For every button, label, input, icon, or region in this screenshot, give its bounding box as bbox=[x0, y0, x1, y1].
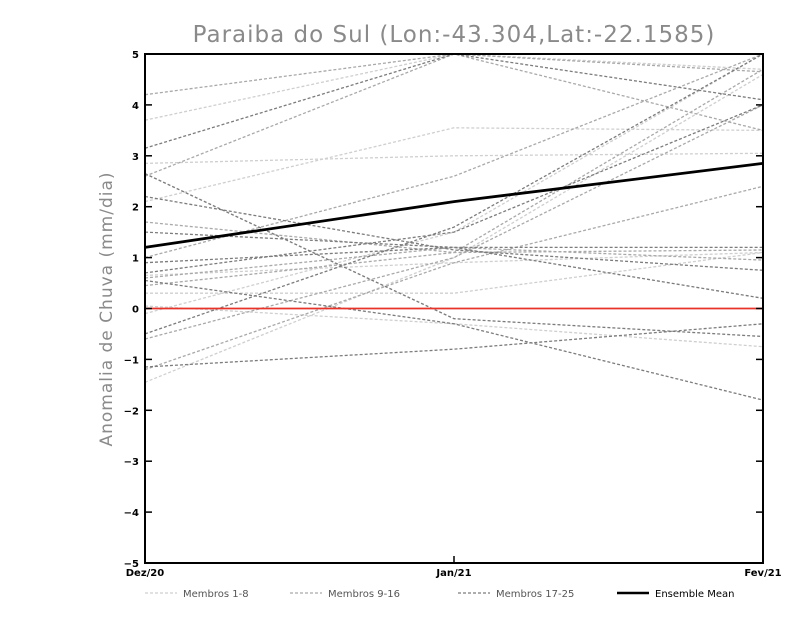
x-tick-label: Jan/21 bbox=[435, 568, 471, 579]
x-tick-label: Fev/21 bbox=[744, 568, 781, 579]
x-ticks: Dez/20 Jan/21 Fev/21 bbox=[126, 556, 782, 579]
ensemble-mean-layer bbox=[144, 162, 764, 249]
member-series-line-8 bbox=[145, 305, 763, 348]
member-series-line-13 bbox=[145, 246, 763, 279]
series-layer bbox=[145, 54, 763, 401]
member-series-line-22 bbox=[145, 104, 763, 274]
member-series-line-15 bbox=[145, 104, 763, 340]
y-tick-label: −2 bbox=[124, 406, 139, 417]
member-series-line-2 bbox=[145, 152, 763, 165]
ensemble-mean-line bbox=[144, 162, 764, 249]
member-series-line-24 bbox=[145, 323, 763, 368]
member-series-line-12 bbox=[145, 54, 763, 259]
y-ticks: −5 −4 −3 −2 −1 0 1 2 3 4 5 bbox=[124, 50, 763, 570]
legend-label: Membros 9-16 bbox=[328, 589, 400, 600]
member-series-line-3 bbox=[145, 127, 763, 203]
chart-title: Paraiba do Sul (Lon:-43.304,Lat:-22.1585… bbox=[193, 22, 716, 48]
legend-label: Membros 17-25 bbox=[496, 589, 574, 600]
x-tick-label: Dez/20 bbox=[126, 568, 165, 579]
y-tick-label: 5 bbox=[132, 50, 139, 61]
member-series-line-18 bbox=[145, 173, 763, 338]
member-series-line-5 bbox=[145, 251, 763, 294]
y-tick-label: 1 bbox=[132, 254, 139, 265]
member-series-line-10 bbox=[145, 54, 763, 177]
legend-label: Membros 1-8 bbox=[183, 589, 249, 600]
legend: Membros 1-8 Membros 9-16 Membros 17-25 Ense… bbox=[145, 589, 734, 600]
member-series-line-7 bbox=[145, 73, 763, 383]
member-series-line-6 bbox=[145, 54, 763, 315]
member-series-line-16 bbox=[145, 185, 763, 371]
y-tick-label: −1 bbox=[124, 355, 139, 366]
y-tick-label: 4 bbox=[132, 101, 139, 112]
member-series-line-1 bbox=[145, 54, 763, 121]
y-tick-label: −4 bbox=[124, 508, 139, 519]
member-series-line-20 bbox=[145, 231, 763, 249]
member-series-line-17 bbox=[145, 54, 763, 149]
y-axis-label: Anomalia de Chuva (mm/dia) bbox=[97, 171, 117, 446]
member-series-line-14 bbox=[145, 68, 763, 287]
member-series-line-19 bbox=[145, 195, 763, 271]
member-series-line-9 bbox=[145, 54, 763, 96]
y-tick-label: 2 bbox=[132, 203, 139, 214]
y-tick-label: −3 bbox=[124, 457, 139, 468]
y-tick-label: 0 bbox=[132, 305, 139, 316]
y-tick-label: 3 bbox=[132, 152, 139, 163]
y-tick-label: −5 bbox=[124, 559, 139, 570]
member-series-line-25 bbox=[145, 279, 763, 401]
legend-label: Ensemble Mean bbox=[655, 589, 734, 600]
member-series-line-23 bbox=[145, 54, 763, 335]
